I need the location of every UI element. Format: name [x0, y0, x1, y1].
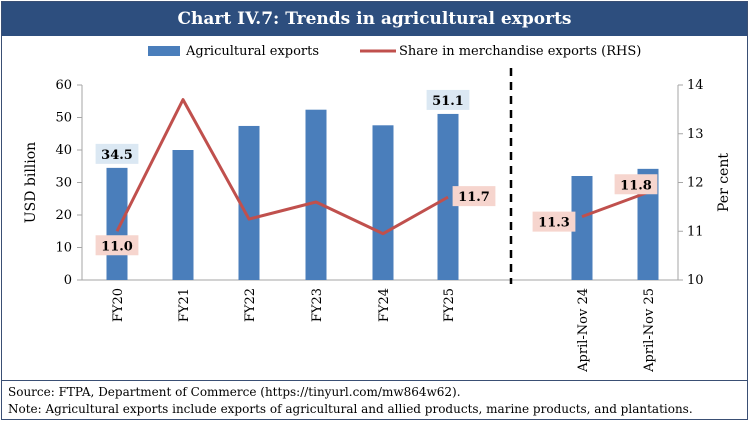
legend-line-label: Share in merchandise exports (RHS): [399, 44, 641, 59]
chart-footer: Source: FTPA, Department of Commerce (ht…: [2, 380, 747, 420]
y2-tick-label: 14: [687, 78, 704, 93]
y-tick-label: 30: [55, 176, 72, 191]
line-data-label: 11.3: [538, 216, 570, 231]
legend-bar-label: Agricultural exports: [185, 44, 319, 59]
bar-data-label: 34.5: [101, 148, 133, 163]
bar: [372, 125, 394, 280]
y-tick-label: 0: [64, 273, 72, 288]
bar-data-label-bg: [95, 143, 139, 164]
line-data-label-bg: [532, 211, 576, 232]
bar: [637, 168, 659, 280]
share-line: [581, 190, 649, 219]
x-tick-label: FY20: [111, 288, 126, 322]
y2-tick-label: 13: [687, 127, 704, 142]
bar: [571, 176, 593, 280]
x-tick-label: April-Nov 24: [576, 288, 591, 373]
bar: [305, 109, 327, 280]
chart-area: Agricultural exports Share in merchandise…: [23, 44, 732, 373]
x-tick-label: FY25: [442, 288, 457, 322]
x-tick-label: April-Nov 25: [642, 288, 657, 373]
line-data-label-bg: [95, 235, 139, 256]
y-tick-label: 10: [55, 241, 72, 256]
line-data-label: 11.8: [620, 178, 652, 193]
x-tick-label: FY24: [377, 288, 392, 322]
source-note: Source: FTPA, Department of Commerce (ht…: [8, 385, 461, 399]
legend-bar-swatch: [148, 46, 180, 56]
y2-axis-title: Per cent: [716, 153, 732, 212]
bar: [238, 125, 260, 280]
y-axis-title: USD billion: [23, 142, 39, 223]
chart-title: Chart IV.7: Trends in agricultural expor…: [2, 2, 747, 36]
share-line: [115, 98, 449, 236]
x-tick-label: FY22: [243, 288, 258, 322]
y-tick-label: 60: [55, 78, 72, 93]
line-data-label: 11.0: [101, 239, 133, 254]
line-data-label-bg: [452, 186, 496, 207]
bar: [106, 167, 128, 280]
bar-data-label-bg: [426, 89, 470, 110]
y2-tick-label: 11: [687, 224, 704, 239]
footnote: Note: Agricultural exports include expor…: [8, 401, 693, 416]
bar-data-label: 51.1: [432, 94, 464, 109]
line-data-label: 11.7: [458, 190, 490, 205]
y2-tick-label: 12: [687, 176, 704, 191]
bar: [172, 150, 194, 280]
bar: [437, 113, 459, 280]
y-tick-label: 40: [55, 143, 72, 158]
line-data-label-bg: [614, 174, 658, 195]
x-tick-label: FY23: [310, 288, 325, 322]
x-tick-label: FY21: [177, 288, 192, 322]
y-tick-label: 50: [55, 111, 72, 126]
y2-tick-label: 10: [687, 273, 704, 288]
y-tick-label: 20: [55, 208, 72, 223]
